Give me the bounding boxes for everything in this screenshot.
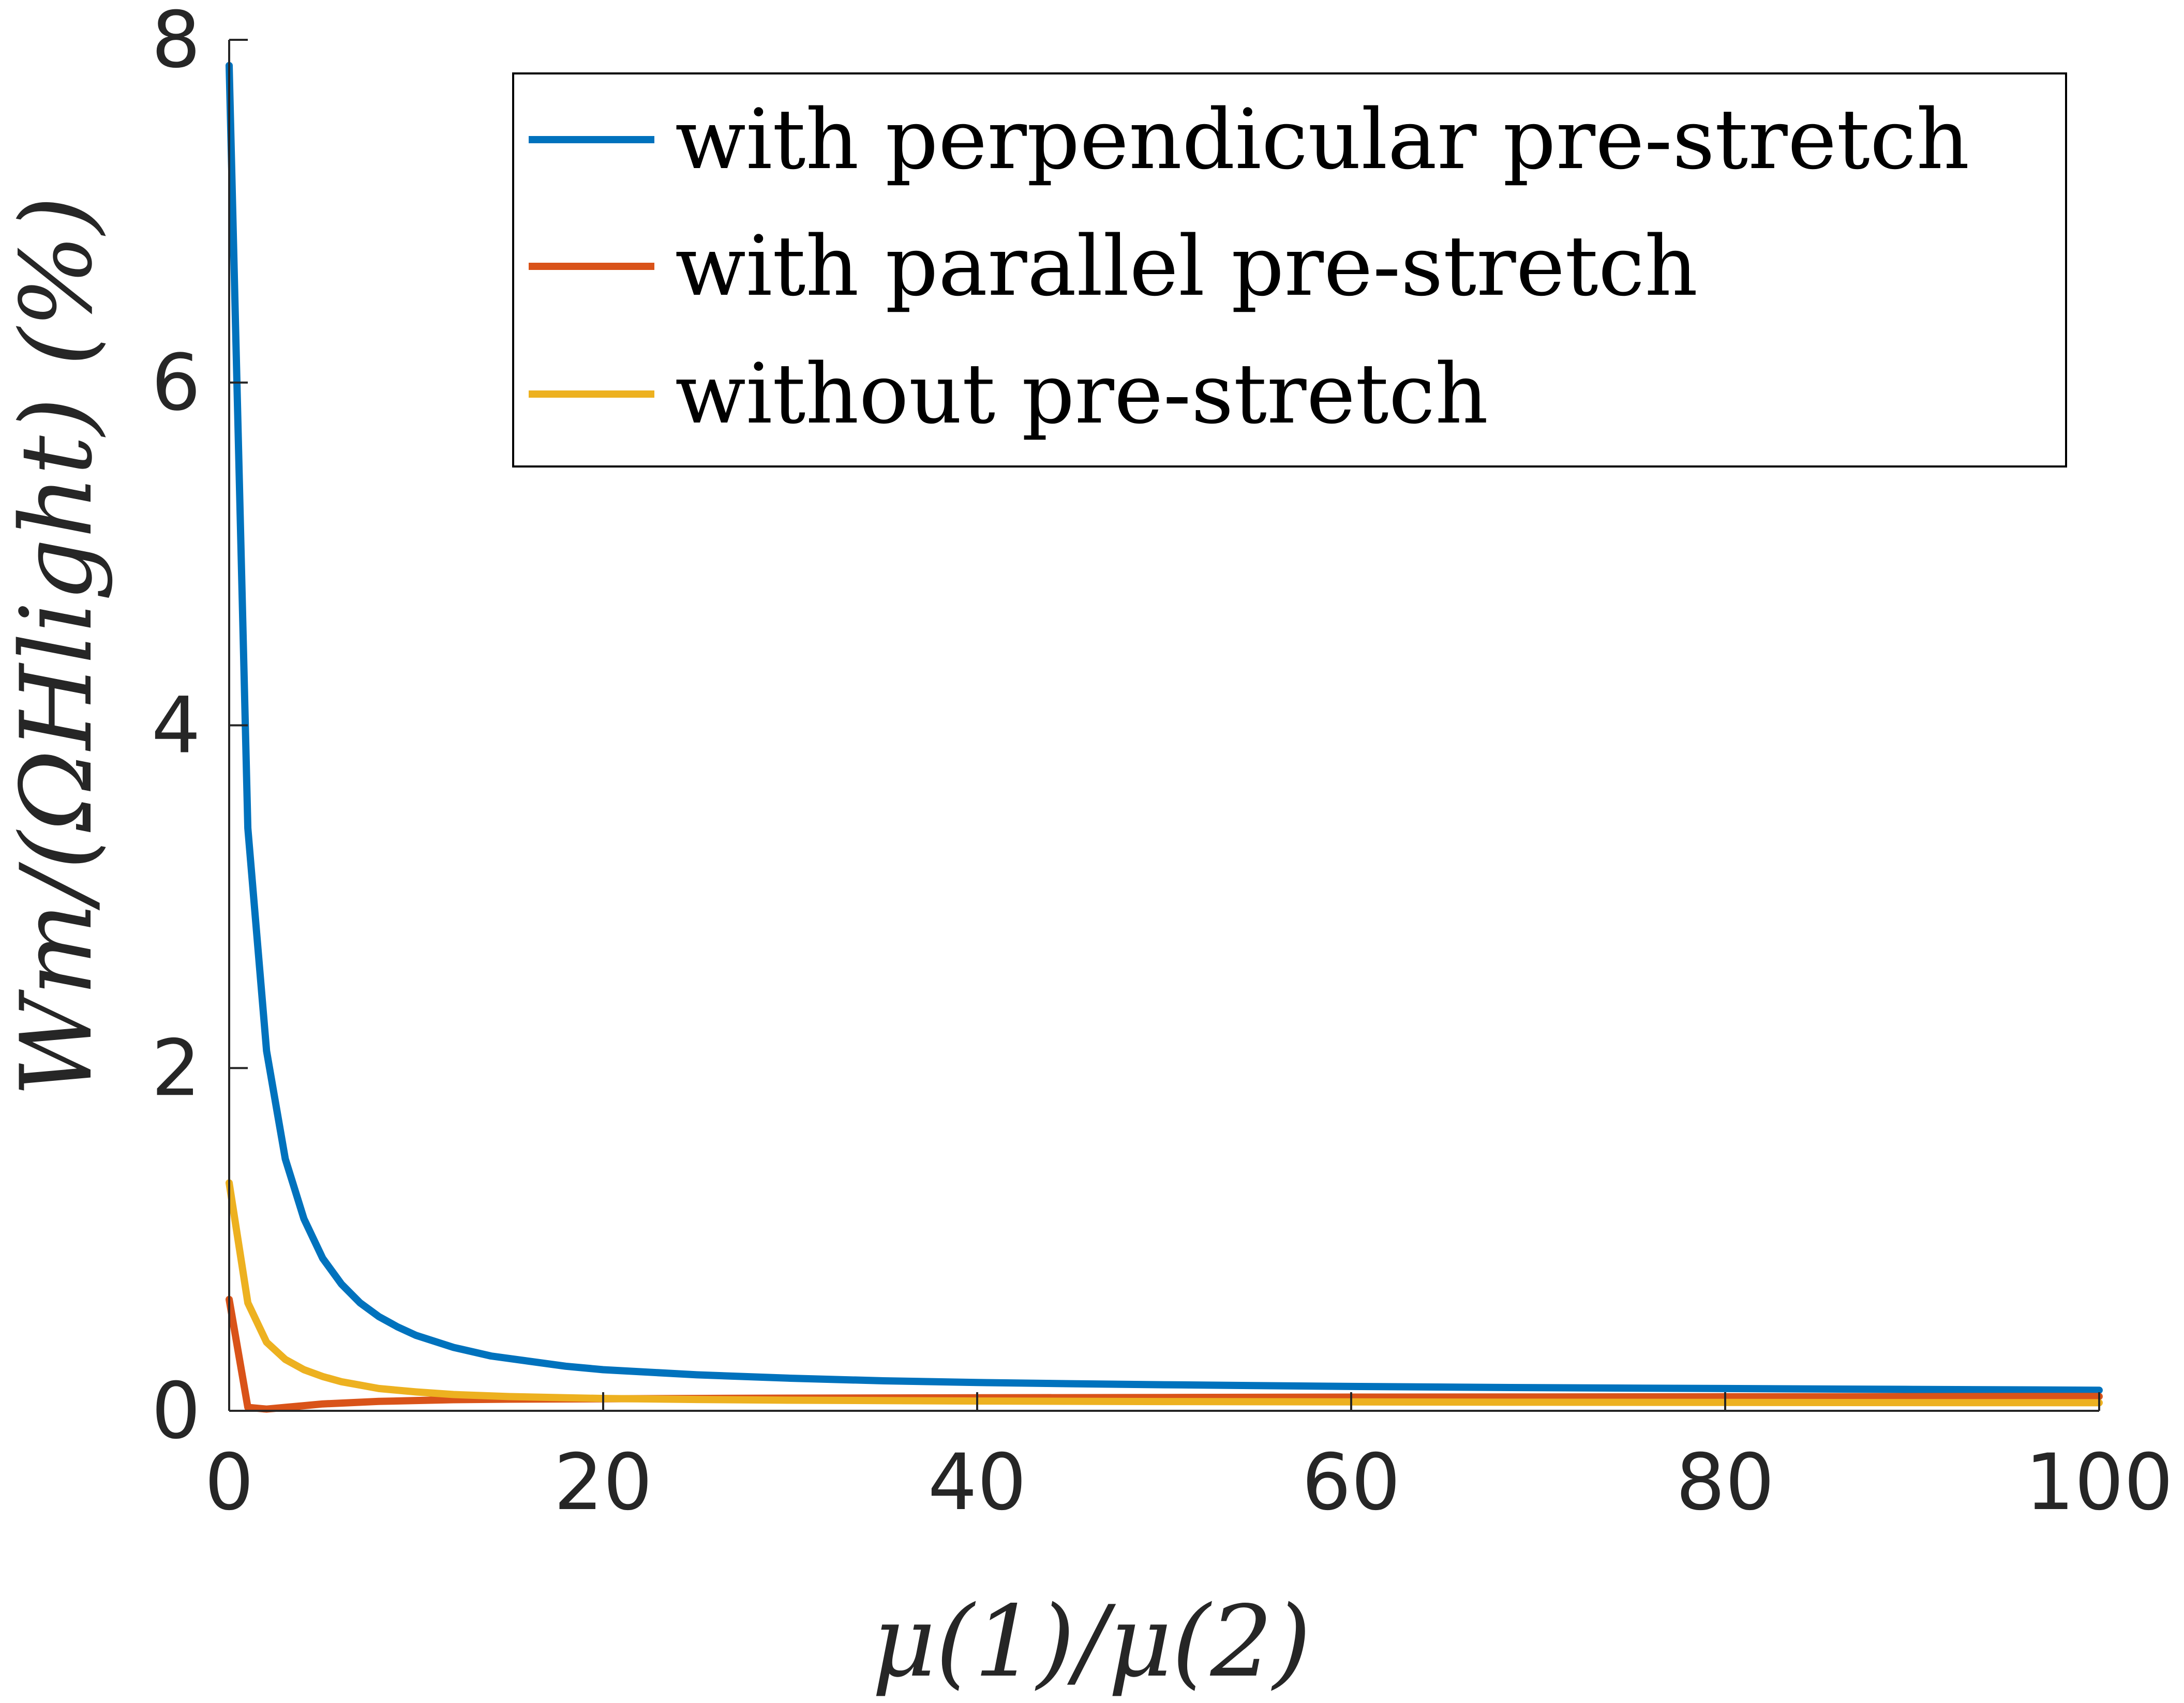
ticks-layer: 0 20 40 60 80 100 0 2 4 6 8 — [152, 0, 2174, 1528]
x-tick-label-2: 40 — [928, 1438, 1027, 1528]
y-tick-label-3: 6 — [152, 338, 201, 428]
x-axis-label: μ(1)/μ(2) — [872, 1585, 1311, 1699]
x-tick-label-5: 100 — [2025, 1438, 2173, 1528]
y-tick-label-1: 2 — [152, 1023, 201, 1113]
series-line-0 — [226, 62, 2103, 1394]
y-axis-label: Wm/(ΩHlight) (%) — [0, 196, 114, 1097]
legend-label-without: without pre-stretch — [675, 345, 1488, 442]
legend-label-perpendicular: with perpendicular pre-stretch — [675, 91, 1969, 188]
x-tick-label-3: 60 — [1302, 1438, 1401, 1528]
y-tick-label-0: 0 — [152, 1366, 201, 1456]
x-tick-label-4: 80 — [1676, 1438, 1775, 1528]
series-layer — [226, 62, 2103, 1413]
x-tick-label-0: 0 — [204, 1438, 253, 1528]
legend-box — [512, 72, 2067, 468]
legend: with perpendicular pre-stretch with para… — [512, 72, 2067, 468]
legend-label-parallel: with parallel pre-stretch — [675, 218, 1698, 314]
y-tick-label-2: 4 — [152, 681, 201, 771]
series-line-2 — [226, 1179, 2103, 1407]
y-tick-label-4: 8 — [152, 0, 201, 85]
x-tick-label-1: 20 — [554, 1438, 653, 1528]
